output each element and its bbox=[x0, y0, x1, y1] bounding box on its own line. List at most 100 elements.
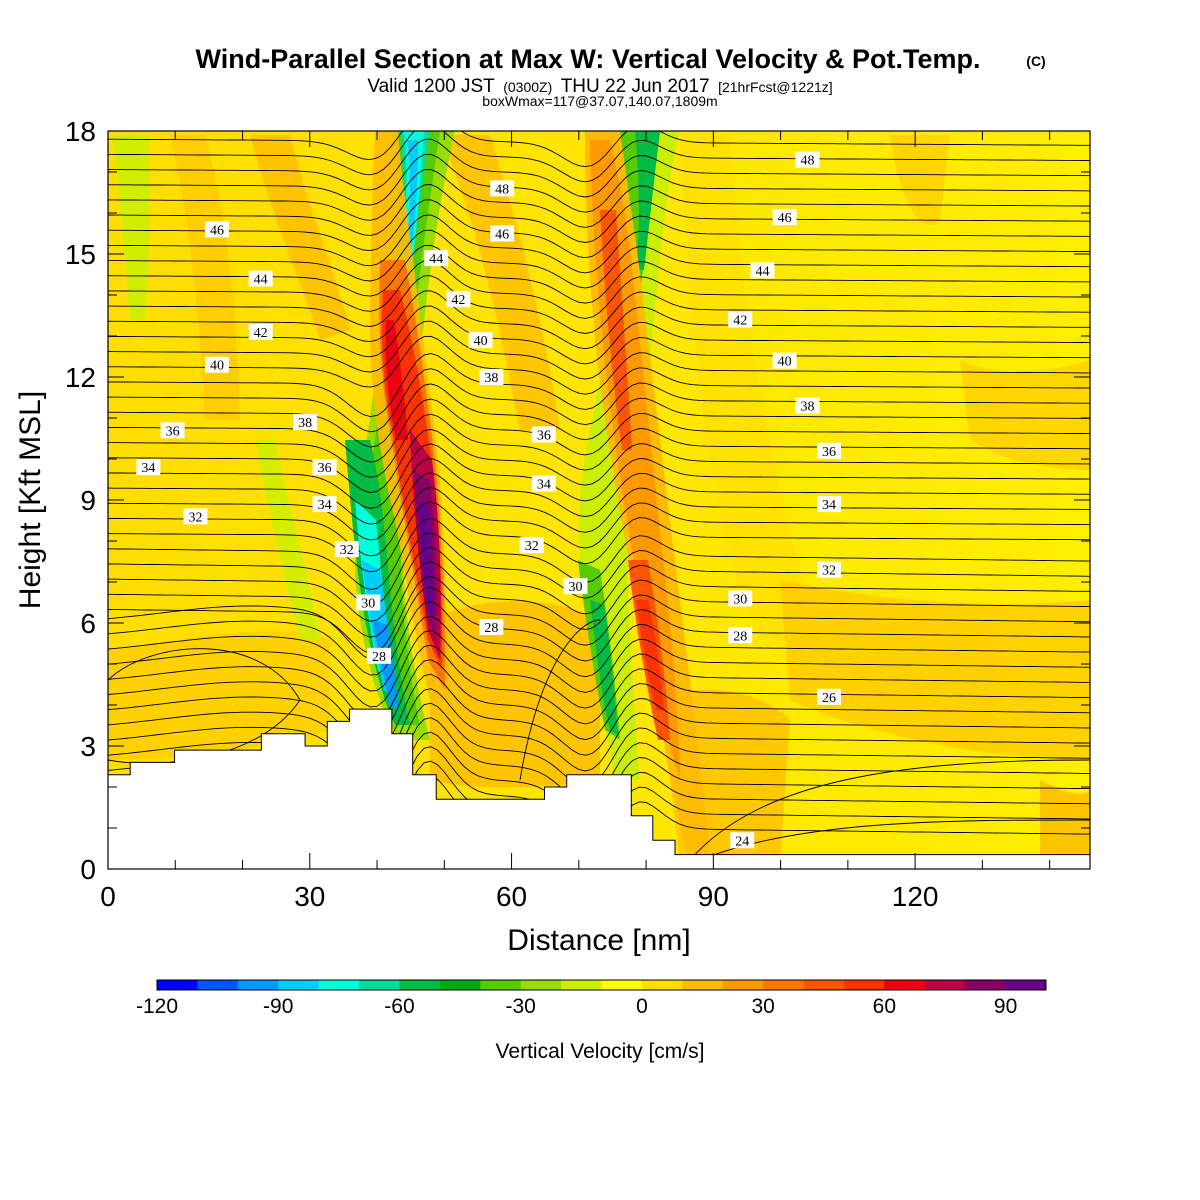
isentrope-label: 38 bbox=[479, 369, 504, 386]
x-tick-label: 120 bbox=[892, 881, 939, 912]
y-tick-label: 3 bbox=[80, 731, 96, 762]
y-tick-label: 18 bbox=[65, 116, 96, 147]
isentrope-line bbox=[108, 673, 1090, 756]
svg-text:30: 30 bbox=[733, 592, 747, 607]
isentrope-line bbox=[108, 561, 1090, 638]
isentrope-label: 30 bbox=[728, 590, 753, 607]
isentrope-line bbox=[108, 601, 1090, 678]
isentrope-line bbox=[108, 443, 1090, 509]
isentrope-label: 30 bbox=[563, 578, 588, 595]
isentrope-line bbox=[108, 413, 1090, 478]
svg-text:44: 44 bbox=[755, 264, 769, 279]
isentrope-label: 34 bbox=[817, 496, 842, 513]
isentrope-label: 40 bbox=[468, 332, 493, 349]
isentrope-line bbox=[108, 630, 1090, 709]
isentrope-line bbox=[108, 368, 1090, 433]
valid-prefix: Valid 1200 JST bbox=[367, 76, 495, 97]
svg-text:32: 32 bbox=[340, 543, 354, 558]
svg-text:24: 24 bbox=[735, 834, 749, 849]
isentrope-line bbox=[108, 644, 1090, 725]
isentrope-line bbox=[108, 532, 1090, 606]
colorbar-swatch bbox=[359, 980, 400, 990]
y-tick-label: 6 bbox=[80, 608, 96, 639]
svg-text:38: 38 bbox=[298, 416, 312, 431]
terrain-mask bbox=[107, 708, 1091, 870]
colorbar-swatch bbox=[197, 980, 239, 990]
isentrope-label: 44 bbox=[424, 250, 449, 267]
svg-text:28: 28 bbox=[733, 629, 747, 644]
isentrope-label: 46 bbox=[772, 209, 797, 226]
colorbar-swatch bbox=[884, 980, 926, 990]
isentrope-label: 40 bbox=[772, 352, 797, 370]
isentrope-label: 36 bbox=[312, 459, 337, 476]
isentrope-label: 36 bbox=[817, 442, 842, 460]
colorbar-label: -30 bbox=[506, 995, 536, 1018]
svg-text:32: 32 bbox=[525, 539, 539, 554]
isentrope-label: 32 bbox=[183, 508, 208, 525]
isentrope-line bbox=[108, 335, 1090, 395]
svg-text:40: 40 bbox=[210, 359, 224, 374]
isentrope-line bbox=[108, 214, 1090, 274]
isentrope-line bbox=[108, 275, 1090, 334]
isentrope-line bbox=[108, 398, 1090, 463]
isentrope-line bbox=[108, 131, 1090, 183]
colorbar-swatch bbox=[843, 980, 885, 990]
svg-text:46: 46 bbox=[210, 223, 224, 238]
svg-text:30: 30 bbox=[568, 580, 582, 595]
isentrope-label: 34 bbox=[136, 459, 161, 476]
svg-text:32: 32 bbox=[822, 564, 836, 579]
svg-text:30: 30 bbox=[361, 597, 375, 612]
colorbar-swatch bbox=[803, 980, 845, 990]
colorbar-swatch bbox=[561, 980, 602, 990]
x-axis-title: Distance [nm] bbox=[507, 924, 690, 957]
colorbar-label: 0 bbox=[636, 995, 648, 1018]
svg-text:46: 46 bbox=[778, 211, 792, 226]
svg-text:32: 32 bbox=[188, 510, 202, 525]
isentrope-label: 28 bbox=[728, 627, 753, 644]
y-tick-label: 12 bbox=[65, 362, 96, 393]
forecast-info: [21hrFcst@1221z] bbox=[718, 79, 833, 95]
svg-text:48: 48 bbox=[801, 154, 815, 169]
svg-text:36: 36 bbox=[318, 461, 332, 476]
isentrope-label: 36 bbox=[160, 422, 185, 439]
isentrope-line bbox=[108, 428, 1090, 493]
svg-text:42: 42 bbox=[451, 293, 465, 308]
isentrope-label: 28 bbox=[479, 619, 504, 636]
svg-text:44: 44 bbox=[429, 252, 443, 267]
colorbar-swatch bbox=[965, 980, 1007, 990]
isentrope-line bbox=[108, 153, 1090, 213]
isentrope-line bbox=[108, 615, 1090, 693]
isentrope-line bbox=[108, 457, 1090, 525]
isentrope-label: 46 bbox=[204, 221, 229, 238]
isentrope-line bbox=[108, 586, 1090, 662]
isentrope-line bbox=[108, 199, 1090, 259]
isentrope-label: 42 bbox=[728, 311, 753, 329]
isentrope-line bbox=[108, 383, 1090, 448]
colorbar-swatch bbox=[682, 980, 724, 990]
isentrope-line bbox=[108, 486, 1090, 557]
svg-text:40: 40 bbox=[474, 334, 488, 349]
colorbar-swatch bbox=[237, 980, 279, 990]
isentrope-label: 30 bbox=[356, 594, 381, 612]
isentrope-label: 38 bbox=[795, 397, 820, 415]
x-tick-label: 90 bbox=[698, 881, 729, 912]
isentrope-line bbox=[108, 169, 1090, 228]
isentrope-label: 26 bbox=[817, 688, 842, 706]
colorbar-swatch bbox=[480, 980, 522, 990]
y-tick-label: 9 bbox=[80, 485, 96, 516]
isentrope-line bbox=[108, 659, 1090, 741]
isentrope-line bbox=[108, 229, 1090, 289]
box-wmax-info: boxWmax=117@37.07,140.07,1809m bbox=[482, 93, 717, 109]
svg-text:28: 28 bbox=[484, 621, 498, 636]
colorbar-label: 90 bbox=[994, 995, 1017, 1018]
colorbar-swatch bbox=[722, 980, 764, 990]
contour-labels: 48 48 46 46 46 44 44 44 42 42 42 40 40 40 38 38 38 36 36 36… bbox=[136, 151, 842, 849]
colorbar-swatch bbox=[1005, 980, 1047, 990]
colorbar-swatch bbox=[278, 980, 320, 990]
isentrope-line bbox=[108, 472, 1090, 541]
isentrope-label: 46 bbox=[490, 225, 515, 243]
colorbar-label: 30 bbox=[751, 995, 774, 1018]
isentrope-line bbox=[108, 260, 1090, 319]
svg-text:34: 34 bbox=[822, 498, 836, 513]
